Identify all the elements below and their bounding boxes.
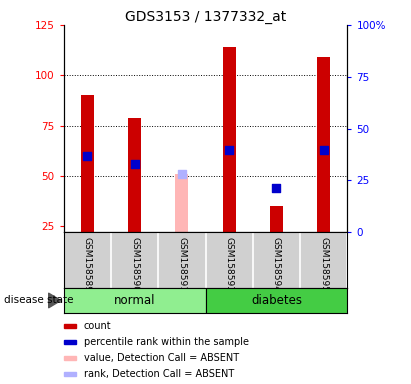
Text: diabetes: diabetes [251, 294, 302, 307]
Bar [64, 372, 76, 376]
Text: disease state: disease state [4, 295, 74, 306]
Text: GSM158589: GSM158589 [83, 237, 92, 292]
Bar [64, 288, 206, 313]
Text: GSM158595: GSM158595 [319, 237, 328, 292]
Text: GSM158591: GSM158591 [178, 237, 186, 292]
Point [178, 171, 185, 177]
Text: count: count [84, 321, 111, 331]
Bar [64, 324, 76, 328]
Text: GSM158593: GSM158593 [225, 237, 233, 292]
Text: normal: normal [114, 294, 155, 307]
Text: GDS3153 / 1377332_at: GDS3153 / 1377332_at [125, 10, 286, 23]
Text: GSM158594: GSM158594 [272, 237, 281, 292]
Bar [317, 57, 330, 232]
Bar [206, 288, 347, 313]
Bar [64, 340, 76, 344]
Bar [270, 206, 283, 232]
Text: value, Detection Call = ABSENT: value, Detection Call = ABSENT [84, 353, 239, 363]
Polygon shape [48, 293, 61, 308]
Point [321, 147, 327, 153]
Point [226, 147, 233, 153]
Text: percentile rank within the sample: percentile rank within the sample [84, 337, 249, 347]
Bar [175, 174, 189, 232]
Point [273, 185, 279, 191]
Point [84, 153, 90, 159]
Bar [128, 118, 141, 232]
Bar [81, 95, 94, 232]
Text: rank, Detection Call = ABSENT: rank, Detection Call = ABSENT [84, 369, 234, 379]
Bar [64, 356, 76, 360]
Bar [222, 47, 236, 232]
Point [132, 161, 138, 167]
Text: GSM158590: GSM158590 [130, 237, 139, 292]
